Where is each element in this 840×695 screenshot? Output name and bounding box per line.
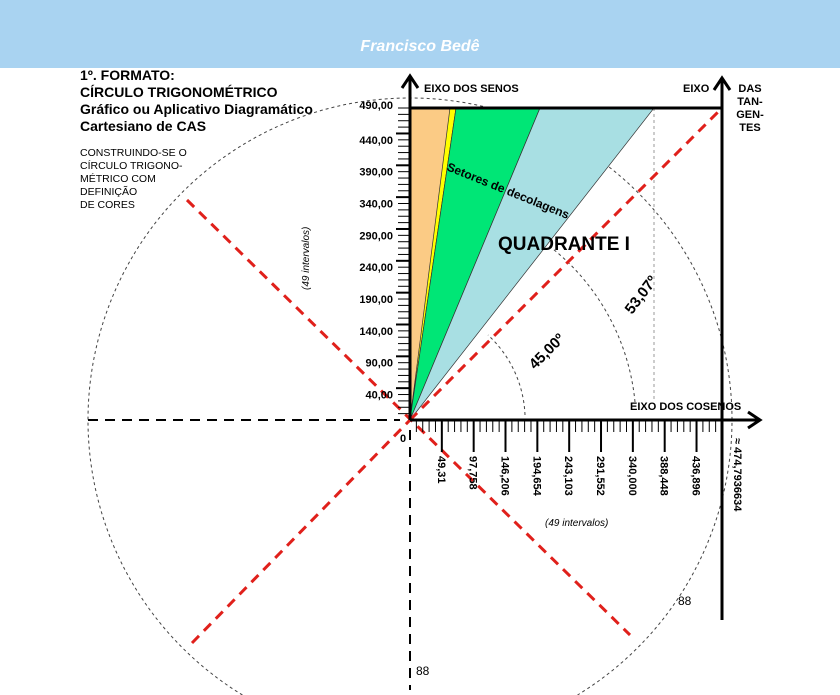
mark-label: 88 — [416, 664, 430, 678]
x-tick-label: 194,654 — [530, 456, 542, 497]
angle-arc-53 — [547, 244, 636, 403]
axis-ticks: 40,00 90,00 140,00 190,00 240,00 290,00 340,00… — [359, 100, 723, 497]
cosine-axis-label: EIXO DOS COSENOS — [630, 401, 741, 413]
y-tick-label: 440,00 — [359, 135, 393, 147]
title-line: Cartesiano de CAS — [80, 118, 206, 134]
x-tick-label: 97,758 — [467, 456, 479, 490]
title-block: 1º. FORMATO: CÍRCULO TRIGONOMÉTRICO Gráf… — [80, 67, 313, 134]
y-tick-label: 340,00 — [359, 199, 393, 211]
y-tick-label: 190,00 — [359, 294, 393, 306]
x-tick-label: 388,448 — [658, 456, 670, 496]
title-line: CÍRCULO TRIGONOMÉTRICO — [80, 84, 278, 100]
author-name: Francisco Bedê — [360, 38, 480, 55]
sine-axis-label: EIXO DOS SENOS — [424, 83, 519, 95]
angle-arc-45 — [487, 334, 526, 416]
diagonal-45 — [408, 106, 724, 422]
tangent-axis-label: TES — [739, 122, 760, 134]
quadrant-label: QUADRANTE I — [498, 234, 630, 255]
title-line: Gráfico ou Aplicativo Diagramático — [80, 101, 313, 117]
tangent-axis-label: GEN- — [736, 109, 764, 121]
subtitle-line: DE CORES — [80, 199, 135, 211]
title-line: 1º. FORMATO: — [80, 67, 175, 83]
angle-53-label: 53,07º — [622, 272, 662, 317]
subtitle-line: DEFINIÇÃO — [80, 185, 137, 198]
arrow-up-icon — [400, 73, 420, 89]
subtitle-line: CONSTRUINDO-SE O — [80, 147, 187, 159]
tangent-axis-label: DAS — [738, 83, 761, 95]
angle-45-label: 45,00º — [526, 330, 569, 373]
tangent-axis-label: EIXO — [683, 83, 710, 95]
subtitle-line: MÉTRICO COM — [80, 172, 156, 185]
mark-label: 88 — [678, 594, 692, 608]
y-tick-label: 490,00 — [359, 100, 393, 112]
x-tick-label: 436,896 — [690, 456, 702, 496]
x-tick-label: 146,206 — [499, 456, 511, 496]
x-intervals-label: (49 intervalos) — [545, 518, 608, 529]
x-tick-label: 291,552 — [594, 456, 606, 496]
x-tick-label: 340,000 — [626, 456, 638, 496]
y-tick-label: 290,00 — [359, 230, 393, 242]
x-tick-label: 243,103 — [562, 456, 574, 496]
x-tick-label: 49,31 — [435, 456, 447, 484]
origin-label: 0 — [400, 433, 406, 445]
arrow-up-icon — [712, 75, 732, 91]
y-tick-label: 40,00 — [365, 390, 393, 402]
y-tick-label: 390,00 — [359, 167, 393, 179]
tangent-value: ≈ 474,7936634 — [731, 438, 743, 512]
subtitle-block: CONSTRUINDO-SE O CÍRCULO TRIGONO- MÉTRIC… — [80, 147, 187, 211]
tangent-axis-label: TAN- — [737, 96, 763, 108]
subtitle-line: CÍRCULO TRIGONO- — [80, 159, 183, 172]
diagonal-225 — [190, 418, 412, 645]
header-bar: Francisco Bedê — [0, 0, 840, 68]
y-tick-label: 140,00 — [359, 326, 393, 338]
arrow-right-icon — [747, 410, 763, 430]
y-tick-label: 90,00 — [365, 358, 393, 370]
y-tick-label: 240,00 — [359, 262, 393, 274]
y-intervals-label: (49 intervalos) — [301, 227, 312, 290]
